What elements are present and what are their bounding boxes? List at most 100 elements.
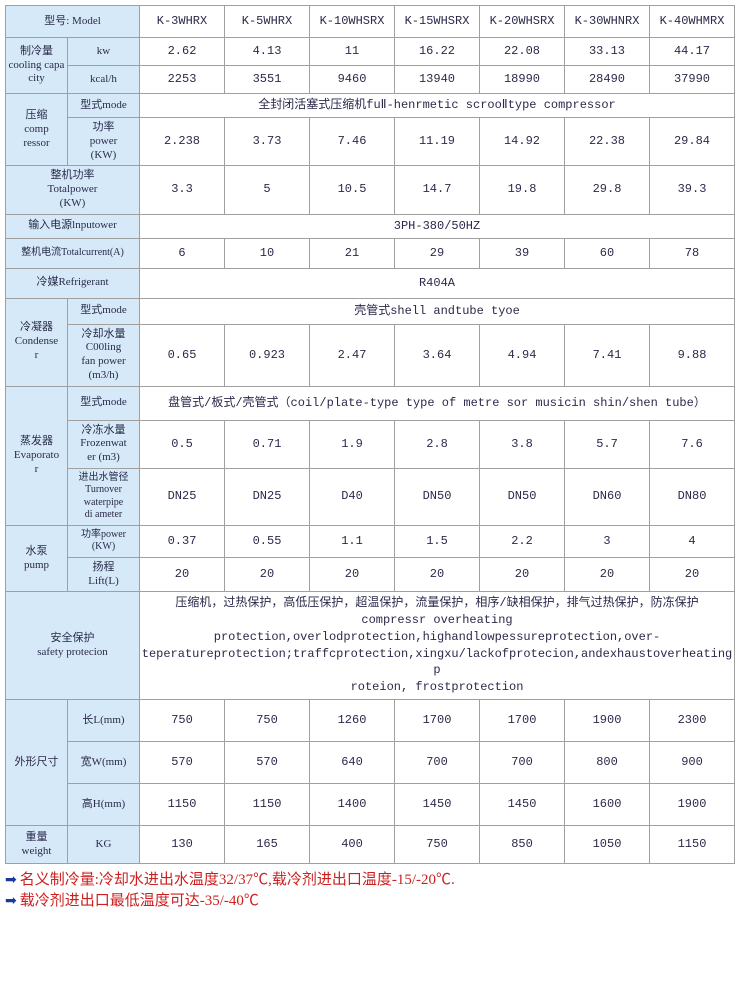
model-col: K-15WHSRX <box>395 6 480 38</box>
arrow-icon: ➡ <box>5 894 17 909</box>
cooling-kw-label: kw <box>68 38 140 66</box>
totalpower: 10.5 <box>310 166 395 214</box>
dims-H: 1150 <box>225 784 310 826</box>
evaporator-pipe: DN50 <box>395 468 480 525</box>
safety-value: 压缩机，过热保护，高低压保护，超温保护，流量保护，相序/缺相保护，排气过热保护，… <box>140 592 735 700</box>
totalpower: 5 <box>225 166 310 214</box>
condenser-fan: 4.94 <box>480 324 565 386</box>
cooling-kw: 33.13 <box>565 38 650 66</box>
compressor-type: 全封闭活塞式压缩机fuⅡ-henrmetic scrooⅡtype compre… <box>140 94 735 118</box>
totalpower: 29.8 <box>565 166 650 214</box>
pump-power: 0.55 <box>225 525 310 557</box>
dims-L: 1700 <box>395 700 480 742</box>
dims-W: 700 <box>395 742 480 784</box>
cooling-kcal: 13940 <box>395 66 480 94</box>
evaporator-pipe: DN80 <box>650 468 735 525</box>
pump-lift: 20 <box>565 557 650 592</box>
refrigerant-label: 冷媒Refrigerant <box>6 268 140 298</box>
dims-W-label: 宽W(mm) <box>68 742 140 784</box>
dims-L: 1700 <box>480 700 565 742</box>
cooling-kw: 22.08 <box>480 38 565 66</box>
condenser-fan: 0.923 <box>225 324 310 386</box>
model-col: K-20WHSRX <box>480 6 565 38</box>
pump-label: 水泵pump <box>6 525 68 592</box>
pump-power: 4 <box>650 525 735 557</box>
pump-lift: 20 <box>650 557 735 592</box>
evaporator-pipe: DN25 <box>225 468 310 525</box>
cooling-kcal: 9460 <box>310 66 395 94</box>
model-col: K-30WHNRX <box>565 6 650 38</box>
dims-H: 1600 <box>565 784 650 826</box>
compressor-label: 压缩compressor <box>6 94 68 166</box>
dims-W: 700 <box>480 742 565 784</box>
model-col: K-3WHRX <box>140 6 225 38</box>
evaporator-frozen-label: 冷冻水量Frozenwater (m3) <box>68 420 140 468</box>
evaporator-frozen: 3.8 <box>480 420 565 468</box>
pump-power-label: 功率power(KW) <box>68 525 140 557</box>
pump-lift: 20 <box>140 557 225 592</box>
totalcurrent: 78 <box>650 238 735 268</box>
pump-power: 3 <box>565 525 650 557</box>
dims-L: 1900 <box>565 700 650 742</box>
dims-W: 570 <box>140 742 225 784</box>
evaporator-frozen: 1.9 <box>310 420 395 468</box>
condenser-fan: 7.41 <box>565 324 650 386</box>
evaporator-pipe: DN25 <box>140 468 225 525</box>
totalcurrent: 10 <box>225 238 310 268</box>
compressor-power: 29.84 <box>650 118 735 166</box>
cooling-kw: 44.17 <box>650 38 735 66</box>
cooling-kcal-label: kcal/h <box>68 66 140 94</box>
pump-power: 1.1 <box>310 525 395 557</box>
cooling-kcal: 37990 <box>650 66 735 94</box>
dims-L: 2300 <box>650 700 735 742</box>
evaporator-pipe-label: 进出水管径Turnoverwaterpipedi ameter <box>68 468 140 525</box>
arrow-icon: ➡ <box>5 873 17 888</box>
dims-L: 750 <box>140 700 225 742</box>
dims-W: 800 <box>565 742 650 784</box>
dims-label: 外形尺寸 <box>6 700 68 826</box>
evaporator-type-label: 型式mode <box>68 386 140 420</box>
pump-power: 0.37 <box>140 525 225 557</box>
dims-L: 750 <box>225 700 310 742</box>
dims-H: 1450 <box>480 784 565 826</box>
dims-L-label: 长L(mm) <box>68 700 140 742</box>
pump-lift: 20 <box>225 557 310 592</box>
cooling-kw: 11 <box>310 38 395 66</box>
totalpower: 14.7 <box>395 166 480 214</box>
pump-lift: 20 <box>310 557 395 592</box>
cooling-kcal: 18990 <box>480 66 565 94</box>
dims-H-label: 高H(mm) <box>68 784 140 826</box>
cooling-kcal: 2253 <box>140 66 225 94</box>
compressor-power: 14.92 <box>480 118 565 166</box>
totalcurrent-label: 整机电流Totalcurrent(A) <box>6 238 140 268</box>
evaporator-frozen: 2.8 <box>395 420 480 468</box>
pump-lift: 20 <box>395 557 480 592</box>
cooling-kcal: 3551 <box>225 66 310 94</box>
model-col: K-40WHMRX <box>650 6 735 38</box>
weight-unit: KG <box>68 826 140 864</box>
dims-W: 640 <box>310 742 395 784</box>
totalcurrent: 60 <box>565 238 650 268</box>
evaporator-frozen: 0.71 <box>225 420 310 468</box>
condenser-fan: 0.65 <box>140 324 225 386</box>
totalcurrent: 29 <box>395 238 480 268</box>
footnote-1: 名义制冷量:冷却水进出水温度32/37℃,载冷剂进出口温度-15/-20℃. <box>20 872 455 888</box>
condenser-type: 壳管式shell andtube tyoe <box>140 298 735 324</box>
pump-lift-label: 扬程Lift(L) <box>68 557 140 592</box>
pump-power: 1.5 <box>395 525 480 557</box>
totalpower: 39.3 <box>650 166 735 214</box>
cooling-label: 制冷量cooling capacity <box>6 38 68 94</box>
condenser-type-label: 型式mode <box>68 298 140 324</box>
dims-W: 900 <box>650 742 735 784</box>
compressor-power: 3.73 <box>225 118 310 166</box>
cooling-kcal: 28490 <box>565 66 650 94</box>
model-col: K-10WHSRX <box>310 6 395 38</box>
totalpower: 19.8 <box>480 166 565 214</box>
weight: 850 <box>480 826 565 864</box>
evaporator-frozen: 5.7 <box>565 420 650 468</box>
condenser-fan-label: 冷却水量C00lingfan power(m3/h) <box>68 324 140 386</box>
safety-label: 安全保护safety protecion <box>6 592 140 700</box>
evaporator-pipe: D40 <box>310 468 395 525</box>
refrigerant-value: R404A <box>140 268 735 298</box>
compressor-power: 22.38 <box>565 118 650 166</box>
